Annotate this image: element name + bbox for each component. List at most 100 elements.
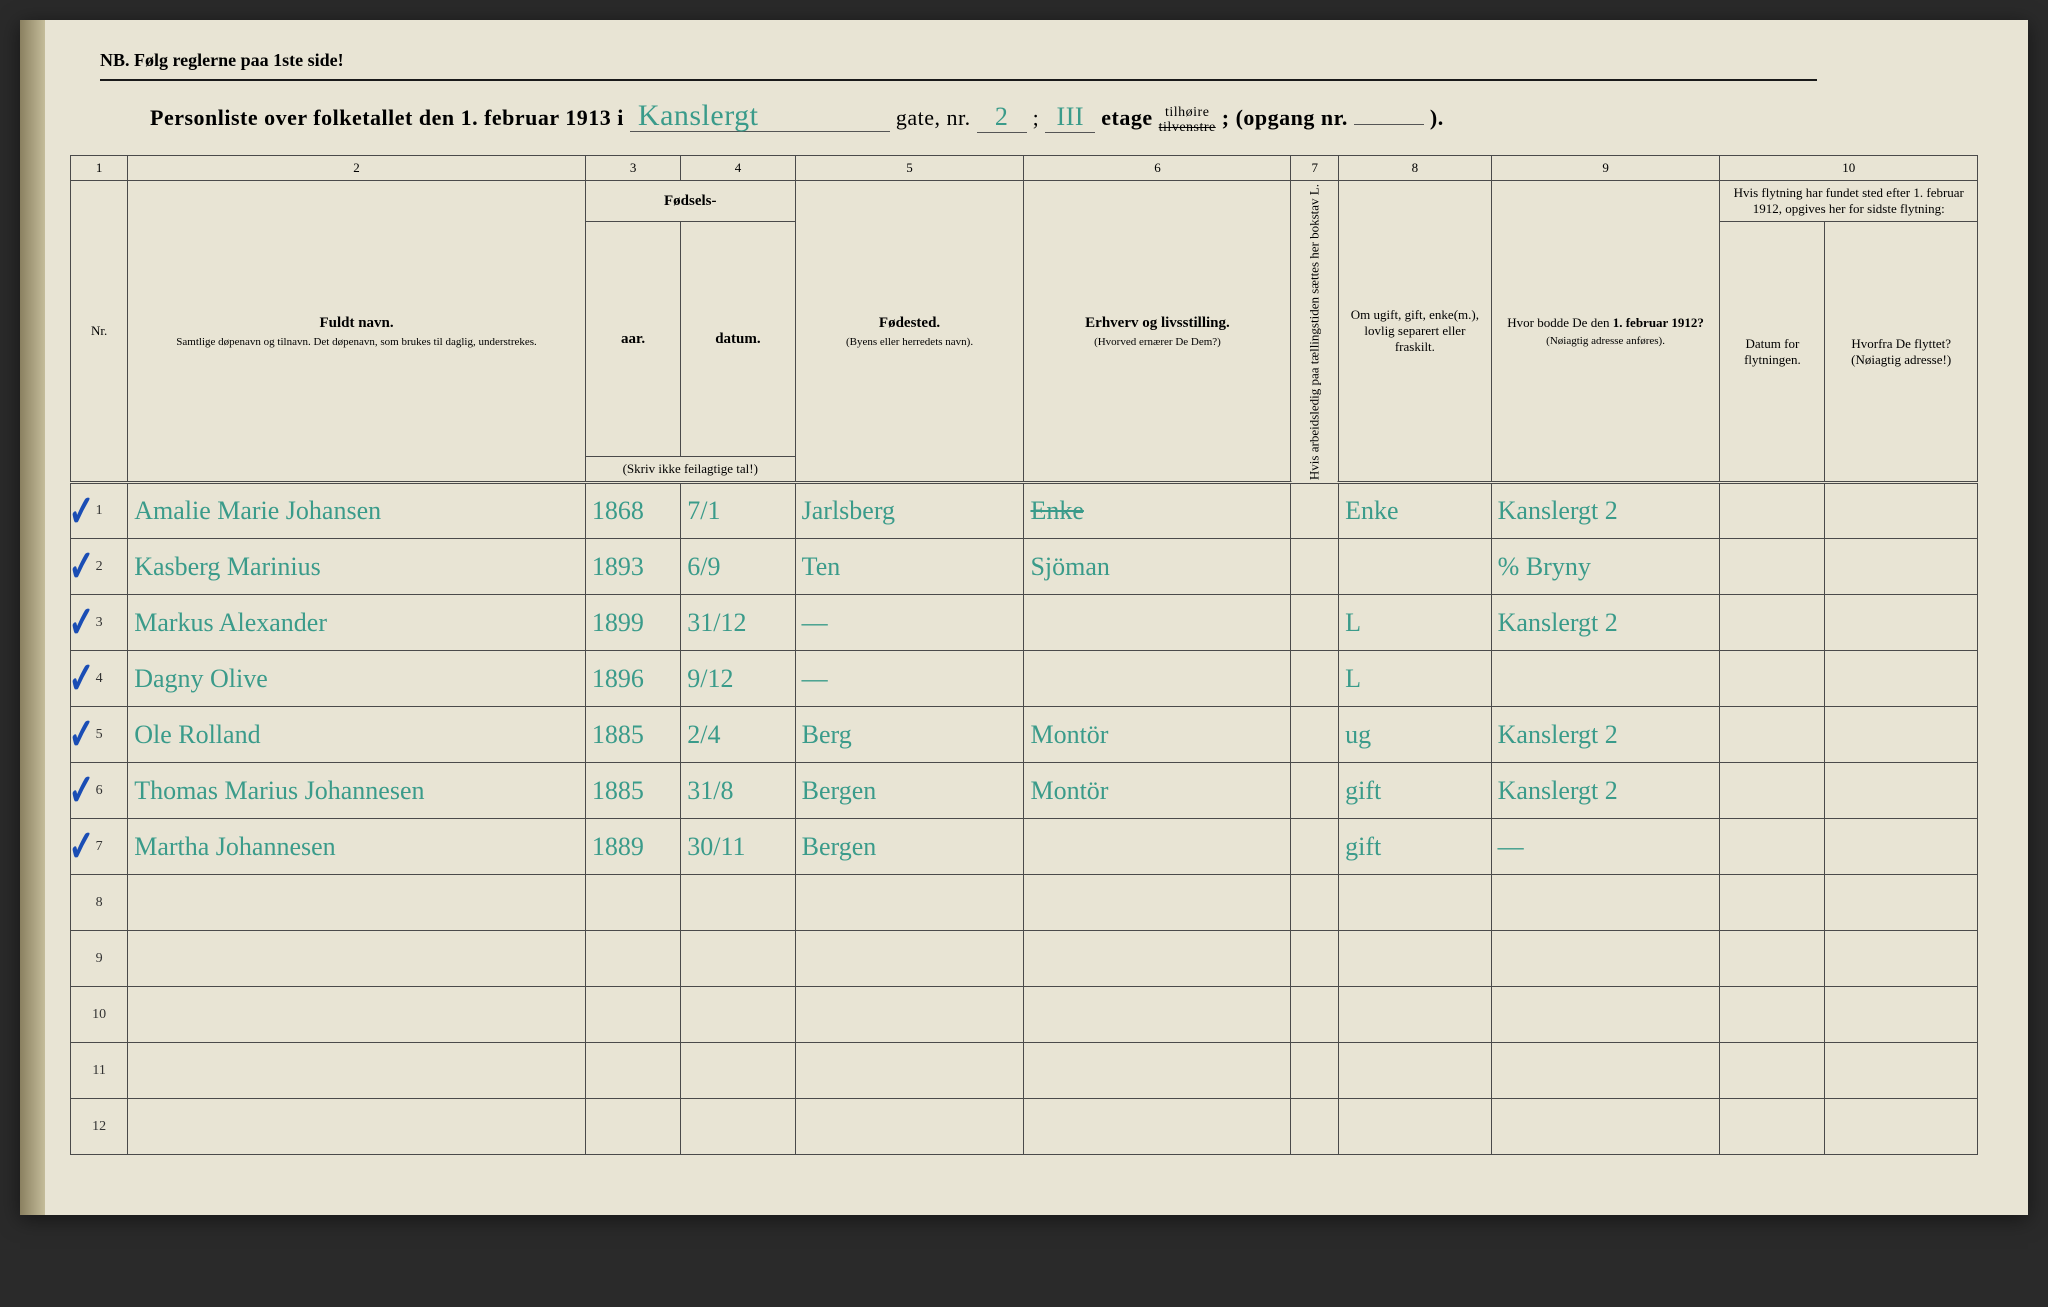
hdr-nr: Nr.: [71, 181, 128, 483]
tilvenstre-struck: tilvenstre: [1159, 120, 1216, 135]
cell-nr: 4✓: [71, 651, 128, 707]
cell-c8: [1339, 987, 1492, 1043]
gate-label: gate, nr.: [896, 105, 971, 130]
colnum-7: 7: [1291, 156, 1339, 181]
cell-c9: % Bryny: [1491, 539, 1720, 595]
cell-aar: 1868: [585, 483, 680, 539]
census-page: NB. Følg reglerne paa 1ste side! Personl…: [20, 20, 2028, 1215]
hdr-ugift: Om ugift, gift, enke(m.), lovlig separer…: [1339, 181, 1492, 483]
cell-nr: 11: [71, 1043, 128, 1099]
cell-erhverv: [1024, 1043, 1291, 1099]
cell-c8: [1339, 931, 1492, 987]
checkmark-icon: ✓: [71, 769, 95, 813]
table-row: 12: [71, 1099, 1978, 1155]
cell-name: [128, 1099, 586, 1155]
cell-nr: 8: [71, 875, 128, 931]
cell-c8: [1339, 1043, 1492, 1099]
cell-erhverv: Montör: [1024, 707, 1291, 763]
cell-c9: —: [1491, 819, 1720, 875]
cell-aar: 1885: [585, 763, 680, 819]
cell-c10a: [1720, 1043, 1825, 1099]
hdr-flyt-a: Datum for flytningen.: [1720, 222, 1825, 483]
cell-c9: Kanslergt 2: [1491, 707, 1720, 763]
cell-datum: [681, 1043, 795, 1099]
title-prefix: Personliste over folketallet den 1. febr…: [150, 105, 624, 130]
cell-name: Kasberg Marinius: [128, 539, 586, 595]
hdr-aar: aar.: [585, 222, 680, 457]
cell-datum: 7/1: [681, 483, 795, 539]
cell-erhverv: [1024, 819, 1291, 875]
hdr-fodsels: Fødsels-: [585, 181, 795, 222]
gate-nr: 2: [977, 102, 1027, 133]
cell-datum: 2/4: [681, 707, 795, 763]
cell-nr: 9: [71, 931, 128, 987]
cell-fodested: [795, 931, 1024, 987]
hdr-flyt: Hvis flytning har fundet sted efter 1. f…: [1720, 181, 1978, 222]
cell-c7: [1291, 483, 1339, 539]
cell-c10a: [1720, 595, 1825, 651]
cell-c10a: [1720, 539, 1825, 595]
cell-c10b: [1825, 707, 1978, 763]
cell-c8: gift: [1339, 763, 1492, 819]
cell-aar: [585, 875, 680, 931]
cell-erhverv: [1024, 651, 1291, 707]
cell-name: [128, 1043, 586, 1099]
cell-erhverv: [1024, 1099, 1291, 1155]
nb-rule: [100, 79, 1817, 81]
hdr-fodested-title: Fødested.: [879, 315, 940, 331]
colnum-10: 10: [1720, 156, 1978, 181]
cell-c7: [1291, 595, 1339, 651]
cell-aar: [585, 1099, 680, 1155]
table-row: 1✓Amalie Marie Johansen18687/1JarlsbergE…: [71, 483, 1978, 539]
cell-erhverv: Sjöman: [1024, 539, 1291, 595]
cell-erhverv: [1024, 931, 1291, 987]
cell-name: [128, 987, 586, 1043]
hdr-skriv: (Skriv ikke feilagtige tal!): [585, 457, 795, 483]
cell-c7: [1291, 1043, 1339, 1099]
opgang-nr: [1354, 124, 1424, 125]
opgang-label: (opgang nr.: [1236, 105, 1348, 130]
cell-erhverv: Enke: [1024, 483, 1291, 539]
etage-label: etage: [1101, 105, 1152, 130]
cell-c7: [1291, 651, 1339, 707]
cell-c10a: [1720, 707, 1825, 763]
hdr-datum: datum.: [681, 222, 795, 457]
cell-datum: 31/8: [681, 763, 795, 819]
table-row: 3✓Markus Alexander189931/12—LKanslergt 2: [71, 595, 1978, 651]
cell-c10b: [1825, 595, 1978, 651]
cell-c10b: [1825, 763, 1978, 819]
cell-erhverv: [1024, 595, 1291, 651]
col-number-row: 1 2 3 4 5 6 7 8 9 10: [71, 156, 1978, 181]
checkmark-icon: ✓: [71, 545, 95, 589]
cell-fodested: [795, 1099, 1024, 1155]
cell-c10a: [1720, 819, 1825, 875]
cell-c9: Kanslergt 2: [1491, 595, 1720, 651]
close-paren: ).: [1430, 105, 1444, 130]
cell-c10a: [1720, 483, 1825, 539]
cell-c10a: [1720, 931, 1825, 987]
cell-fodested: —: [795, 595, 1024, 651]
checkmark-icon: ✓: [71, 825, 95, 869]
cell-name: Ole Rolland: [128, 707, 586, 763]
hdr-fuldt: Fuldt navn. Samtlige døpenavn og tilnavn…: [128, 181, 586, 483]
cell-c10b: [1825, 483, 1978, 539]
cell-c8: L: [1339, 651, 1492, 707]
cell-fodested: Berg: [795, 707, 1024, 763]
colnum-2: 2: [128, 156, 586, 181]
cell-nr: 6✓: [71, 763, 128, 819]
checkmark-icon: ✓: [71, 490, 95, 534]
colnum-6: 6: [1024, 156, 1291, 181]
header-row-1: Nr. Fuldt navn. Samtlige døpenavn og til…: [71, 181, 1978, 222]
nb-header: NB. Følg reglerne paa 1ste side!: [100, 50, 1978, 71]
cell-aar: [585, 1043, 680, 1099]
cell-nr: 12: [71, 1099, 128, 1155]
cell-c10b: [1825, 1099, 1978, 1155]
cell-aar: 1893: [585, 539, 680, 595]
cell-c8: [1339, 875, 1492, 931]
title-line: Personliste over folketallet den 1. febr…: [150, 101, 1978, 135]
colnum-4: 4: [681, 156, 795, 181]
colnum-1: 1: [71, 156, 128, 181]
hdr-fodsels-text: Fødsels-: [664, 193, 717, 209]
cell-c7: [1291, 1099, 1339, 1155]
tilhoire-block: tilhøire tilvenstre: [1159, 105, 1216, 136]
